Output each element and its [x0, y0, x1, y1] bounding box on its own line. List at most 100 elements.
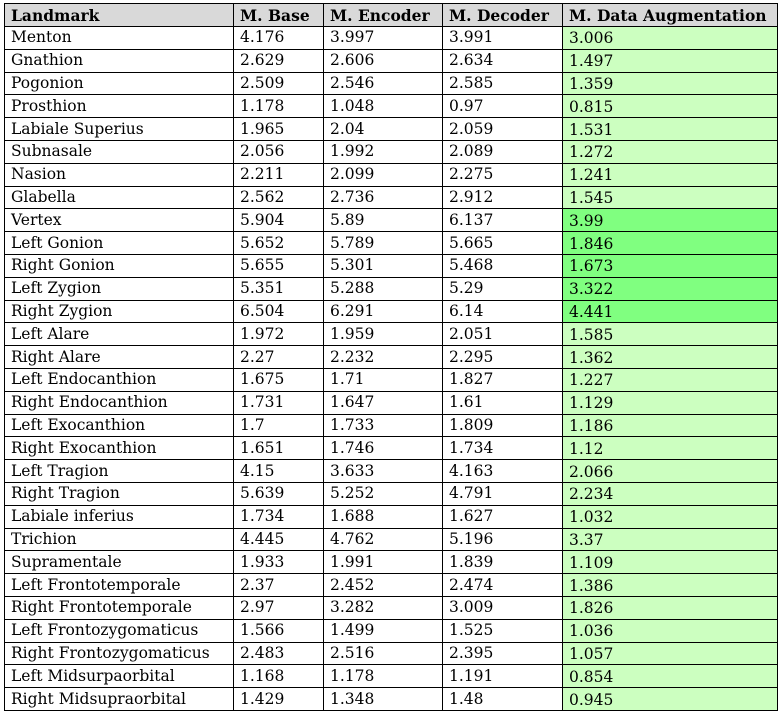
base-value-cell: 2.483 — [233, 641, 324, 666]
table-row: Subnasale 2.056 1.992 2.089 1.272 — [4, 139, 778, 164]
encoder-value-cell: 2.232 — [323, 345, 443, 369]
base-value-cell: 1.168 — [233, 664, 324, 689]
encoder-value-cell: 1.733 — [323, 413, 443, 438]
decoder-value-cell: 6.14 — [442, 299, 563, 324]
decoder-value-cell: 5.665 — [442, 231, 563, 255]
base-value-cell: 2.562 — [233, 185, 324, 210]
encoder-value-cell: 2.736 — [323, 185, 443, 210]
table-row: Right Endocanthion 1.731 1.647 1.61 1.129 — [4, 390, 778, 415]
table-row: Left Midsurpaorbital 1.168 1.178 1.191 0.854 — [4, 664, 778, 689]
encoder-value-cell: 5.301 — [323, 253, 443, 278]
landmark-cell: Supramentale — [4, 550, 234, 575]
decoder-value-cell: 5.29 — [442, 276, 563, 301]
landmark-cell: Left Zygion — [4, 276, 234, 301]
decoder-value-cell: 0.97 — [442, 94, 563, 119]
base-value-cell: 2.629 — [233, 48, 324, 73]
landmark-cell: Right Frontozygomaticus — [4, 641, 234, 666]
decoder-value-cell: 1.839 — [442, 550, 563, 575]
augmentation-value-cell: 1.186 — [562, 413, 778, 438]
base-value-cell: 1.933 — [233, 550, 324, 575]
landmark-cell: Menton — [4, 26, 234, 50]
landmark-cell: Right Zygion — [4, 299, 234, 324]
landmark-cell: Glabella — [4, 185, 234, 210]
augmentation-value-cell: 1.241 — [562, 162, 778, 187]
base-value-cell: 5.639 — [233, 481, 324, 506]
augmentation-value-cell: 1.12 — [562, 436, 778, 461]
base-value-cell: 5.904 — [233, 208, 324, 233]
decoder-value-cell: 1.61 — [442, 390, 563, 415]
landmark-cell: Left Gonion — [4, 231, 234, 255]
landmark-cell: Right Frontotemporale — [4, 595, 234, 620]
augmentation-value-cell: 1.386 — [562, 573, 778, 597]
landmark-cell: Right Gonion — [4, 253, 234, 278]
landmark-cell: Left Frontotemporale — [4, 573, 234, 597]
table-row: Left Endocanthion 1.675 1.71 1.827 1.227 — [4, 367, 778, 392]
base-value-cell: 2.211 — [233, 162, 324, 187]
encoder-value-cell: 1.348 — [323, 687, 443, 711]
augmentation-value-cell: 1.497 — [562, 48, 778, 73]
base-value-cell: 1.972 — [233, 322, 324, 347]
encoder-value-cell: 3.997 — [323, 26, 443, 50]
header-model-encoder: M. Encoder — [323, 3, 443, 27]
encoder-value-cell: 5.252 — [323, 481, 443, 506]
encoder-value-cell: 2.546 — [323, 71, 443, 96]
landmark-cell: Vertex — [4, 208, 234, 233]
base-value-cell: 6.504 — [233, 299, 324, 324]
header-model-decoder: M. Decoder — [442, 3, 563, 27]
table-row: Nasion 2.211 2.099 2.275 1.241 — [4, 162, 778, 187]
encoder-value-cell: 5.89 — [323, 208, 443, 233]
decoder-value-cell: 2.395 — [442, 641, 563, 666]
decoder-value-cell: 3.991 — [442, 26, 563, 50]
decoder-value-cell: 2.275 — [442, 162, 563, 187]
encoder-value-cell: 2.099 — [323, 162, 443, 187]
landmark-cell: Right Tragion — [4, 481, 234, 506]
decoder-value-cell: 2.295 — [442, 345, 563, 369]
augmentation-value-cell: 1.036 — [562, 618, 778, 643]
table-row: Trichion 4.445 4.762 5.196 3.37 — [4, 527, 778, 552]
augmentation-value-cell: 3.99 — [562, 208, 778, 233]
base-value-cell: 2.97 — [233, 595, 324, 620]
base-value-cell: 2.056 — [233, 139, 324, 164]
augmentation-value-cell: 3.37 — [562, 527, 778, 552]
landmark-cell: Prosthion — [4, 94, 234, 119]
landmark-cell: Trichion — [4, 527, 234, 552]
landmark-cell: Right Endocanthion — [4, 390, 234, 415]
encoder-value-cell: 3.633 — [323, 459, 443, 483]
augmentation-value-cell: 1.272 — [562, 139, 778, 164]
base-value-cell: 1.7 — [233, 413, 324, 438]
landmark-error-table: Landmark M. Base M. Encoder M. Decoder M… — [4, 3, 778, 711]
augmentation-value-cell: 0.815 — [562, 94, 778, 119]
augmentation-value-cell: 1.846 — [562, 231, 778, 255]
table-row: Left Tragion 4.15 3.633 4.163 2.066 — [4, 459, 778, 483]
augmentation-value-cell: 1.359 — [562, 71, 778, 96]
decoder-value-cell: 5.468 — [442, 253, 563, 278]
decoder-value-cell: 2.051 — [442, 322, 563, 347]
table-row: Right Gonion 5.655 5.301 5.468 1.673 — [4, 253, 778, 278]
decoder-value-cell: 1.627 — [442, 504, 563, 529]
landmark-cell: Left Midsurpaorbital — [4, 664, 234, 689]
decoder-value-cell: 3.009 — [442, 595, 563, 620]
augmentation-value-cell: 1.032 — [562, 504, 778, 529]
encoder-value-cell: 1.71 — [323, 367, 443, 392]
encoder-value-cell: 5.789 — [323, 231, 443, 255]
base-value-cell: 2.27 — [233, 345, 324, 369]
encoder-value-cell: 3.282 — [323, 595, 443, 620]
encoder-value-cell: 2.452 — [323, 573, 443, 597]
base-value-cell: 1.566 — [233, 618, 324, 643]
table-row: Right Alare 2.27 2.232 2.295 1.362 — [4, 345, 778, 369]
landmark-cell: Left Endocanthion — [4, 367, 234, 392]
landmark-cell: Labiale inferius — [4, 504, 234, 529]
encoder-value-cell: 1.048 — [323, 94, 443, 119]
landmark-cell: Pogonion — [4, 71, 234, 96]
encoder-value-cell: 2.04 — [323, 117, 443, 141]
decoder-value-cell: 2.585 — [442, 71, 563, 96]
decoder-value-cell: 1.734 — [442, 436, 563, 461]
table-row: Pogonion 2.509 2.546 2.585 1.359 — [4, 71, 778, 96]
encoder-value-cell: 2.606 — [323, 48, 443, 73]
landmark-cell: Right Midsupraorbital — [4, 687, 234, 711]
landmark-cell: Left Frontozygomaticus — [4, 618, 234, 643]
encoder-value-cell: 1.178 — [323, 664, 443, 689]
base-value-cell: 2.509 — [233, 71, 324, 96]
base-value-cell: 1.731 — [233, 390, 324, 415]
table-row: Right Midsupraorbital 1.429 1.348 1.48 0.945 — [4, 687, 778, 711]
